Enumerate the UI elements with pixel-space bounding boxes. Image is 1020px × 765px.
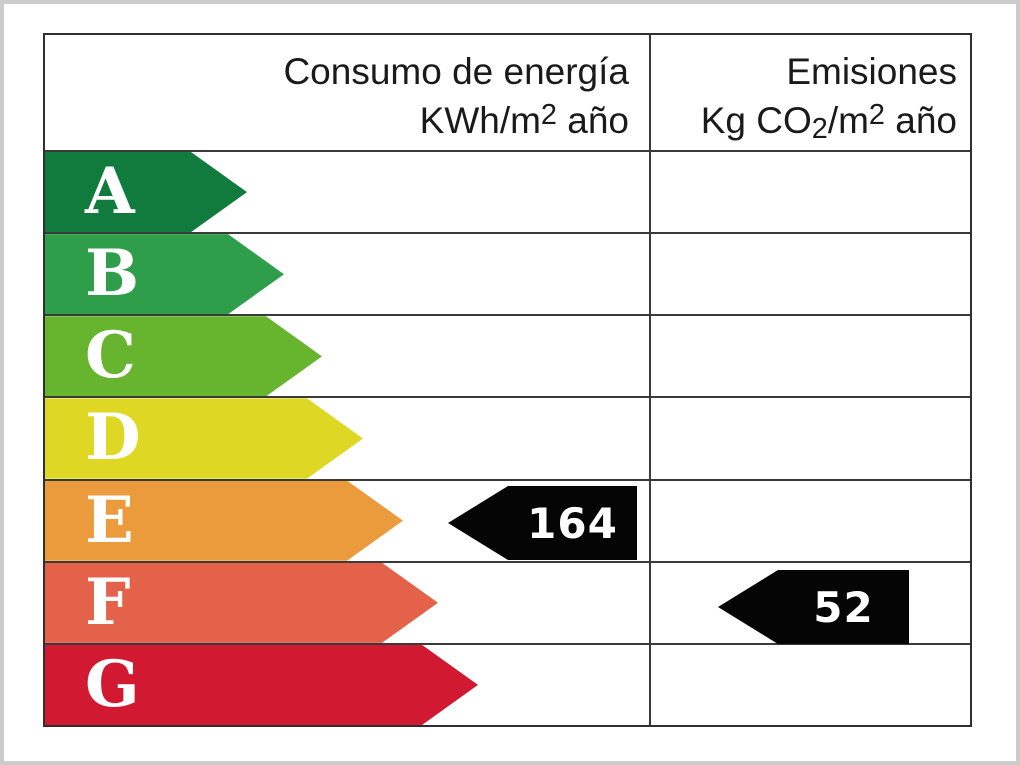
rating-row-c: C: [45, 314, 970, 396]
rating-arrow-f: F: [45, 563, 438, 643]
rating-letter-c: C: [85, 318, 136, 394]
consumption-unit: KWh/m2 año: [419, 98, 629, 141]
rating-row-b: B: [45, 232, 970, 314]
emissions-unit: Kg CO2/m2 año: [700, 98, 957, 146]
rating-arrow-g: G: [45, 645, 478, 725]
rating-letter-g: G: [85, 646, 140, 722]
rating-table: Consumo de energía KWh/m2 año Emisiones …: [43, 33, 972, 727]
rating-letter-b: B: [85, 236, 140, 312]
rating-row-e: E: [45, 478, 970, 561]
rating-arrow-c: C: [45, 316, 322, 396]
consumption-title: Consumo de energía: [283, 51, 629, 92]
rating-arrow-b: B: [45, 234, 284, 314]
consumption-value: 164: [527, 498, 618, 548]
rating-row-f: F: [45, 560, 970, 643]
rating-row-d: D: [45, 396, 970, 478]
rating-arrow-e: E: [45, 481, 403, 561]
rating-letter-a: A: [85, 154, 135, 230]
table-header: Consumo de energía KWh/m2 año Emisiones …: [45, 35, 970, 150]
consumption-header: Consumo de energía KWh/m2 año: [45, 35, 649, 150]
rating-letter-e: E: [85, 482, 134, 558]
rating-row-g: G: [45, 642, 970, 725]
emissions-title: Emisiones: [786, 51, 957, 92]
emissions-value: 52: [813, 582, 874, 632]
rating-letter-d: D: [85, 400, 141, 476]
rating-row-a: A: [45, 150, 970, 232]
rating-letter-f: F: [85, 564, 131, 640]
rating-arrow-a: A: [45, 152, 247, 232]
emissions-header: Emisiones Kg CO2/m2 año: [649, 35, 970, 150]
column-divider: [649, 35, 651, 725]
rating-arrow-d: D: [45, 398, 363, 478]
